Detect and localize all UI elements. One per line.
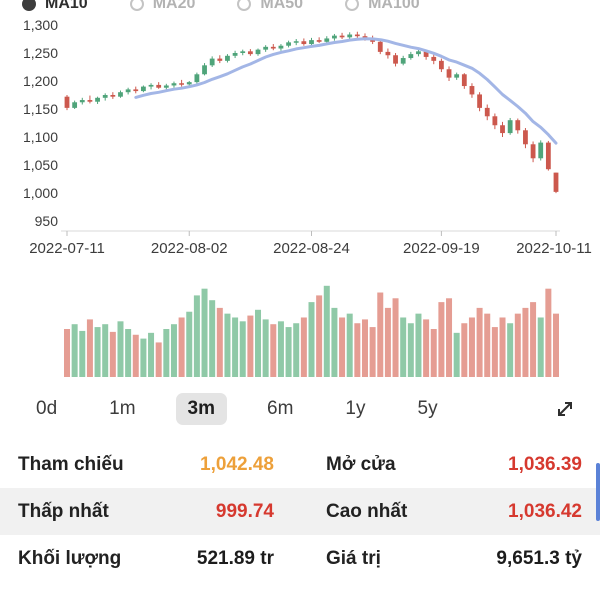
- volume-bar-chart[interactable]: [0, 265, 600, 383]
- stat-high: Cao nhất 1,036.42: [300, 501, 600, 523]
- svg-text:1,150: 1,150: [23, 101, 58, 117]
- stat-value-traded: Giá trị 9,651.3 tỷ: [300, 548, 600, 570]
- stat-label: Mở cửa: [326, 453, 396, 475]
- expand-fullscreen-button[interactable]: [554, 398, 576, 420]
- svg-text:1,300: 1,300: [23, 17, 58, 33]
- range-button-3m[interactable]: 3m: [175, 393, 228, 425]
- y-axis-labels: 1,300 1,250 1,200 1,150 1,100 1,050 1,000 950: [23, 17, 58, 229]
- range-button-1m[interactable]: 1m: [109, 398, 136, 419]
- ma-toggle-ma20[interactable]: MA20: [129, 0, 196, 13]
- time-range-row: 0d 1m 3m 6m 1y 5y: [0, 385, 600, 433]
- ma-toggle-ma50[interactable]: MA50: [237, 0, 303, 13]
- stat-value: 9,651.3 tỷ: [496, 547, 582, 569]
- stat-open: Mở cửa 1,036.39: [300, 454, 600, 476]
- svg-text:1,200: 1,200: [23, 73, 58, 89]
- svg-text:1,000: 1,000: [23, 185, 58, 201]
- stat-label: Giá trị: [326, 547, 381, 569]
- svg-text:2022-10-11: 2022-10-11: [516, 240, 592, 257]
- expand-icon: [558, 402, 572, 416]
- stats-table: Tham chiếu 1,042.48 Mở cửa 1,036.39 Thấp…: [0, 441, 600, 582]
- stat-value: 999.74: [215, 500, 274, 522]
- svg-text:2022-09-19: 2022-09-19: [403, 240, 480, 257]
- volume-bars: [64, 285, 559, 377]
- range-button-6m[interactable]: 6m: [267, 398, 294, 419]
- svg-text:950: 950: [35, 213, 59, 229]
- stats-row-3: Khối lượng 521.89 tr Giá trị 9,651.3 tỷ: [0, 535, 600, 582]
- stat-label: Thấp nhất: [18, 500, 109, 522]
- stat-value: 521.89 tr: [196, 547, 274, 569]
- ma-toggle-ma100[interactable]: MA100: [345, 0, 420, 13]
- range-button-0d[interactable]: 0d: [36, 398, 58, 419]
- candles: [64, 31, 559, 194]
- svg-text:2022-08-02: 2022-08-02: [151, 240, 228, 257]
- stat-value: 1,036.39: [508, 453, 582, 475]
- ma10-line: [134, 37, 558, 145]
- ma-label: MA20: [152, 0, 196, 12]
- stat-label: Tham chiếu: [18, 453, 124, 475]
- ma-selector-row: MA10 MA20 MA50 MA100: [0, 0, 600, 15]
- stat-low: Thấp nhất 999.74: [0, 501, 300, 523]
- radio-icon: [129, 0, 144, 11]
- stat-value: 1,042.48: [200, 453, 274, 475]
- stat-volume: Khối lượng 521.89 tr: [0, 548, 300, 570]
- svg-text:1,050: 1,050: [23, 157, 58, 173]
- range-button-1y[interactable]: 1y: [345, 398, 366, 419]
- svg-text:1,100: 1,100: [23, 129, 58, 145]
- radio-icon: [22, 0, 36, 11]
- price-candlestick-chart[interactable]: 1,3001,2501,2001,1501,1001,0501,00095020…: [0, 15, 600, 265]
- ma-toggle-ma10[interactable]: MA10: [22, 0, 88, 13]
- range-button-5y[interactable]: 5y: [417, 398, 438, 419]
- svg-text:2022-08-24: 2022-08-24: [273, 240, 350, 257]
- stat-label: Khối lượng: [18, 547, 122, 569]
- stat-reference: Tham chiếu 1,042.48: [0, 454, 300, 476]
- ma-label: MA50: [260, 0, 304, 12]
- x-axis: 2022-07-11 2022-08-02 2022-08-24 2022-09-19…: [29, 230, 592, 257]
- svg-text:1,250: 1,250: [23, 45, 58, 61]
- svg-text:2022-07-11: 2022-07-11: [29, 240, 105, 257]
- stats-row-2: Thấp nhất 999.74 Cao nhất 1,036.42: [0, 488, 600, 535]
- ma-label: MA10: [45, 0, 88, 12]
- radio-icon: [237, 0, 252, 11]
- stat-label: Cao nhất: [326, 500, 408, 522]
- ma-label: MA100: [368, 0, 420, 12]
- stat-value: 1,036.42: [508, 500, 582, 522]
- radio-icon: [345, 0, 360, 11]
- stats-row-1: Tham chiếu 1,042.48 Mở cửa 1,036.39: [0, 441, 600, 488]
- scrollbar[interactable]: [596, 463, 600, 521]
